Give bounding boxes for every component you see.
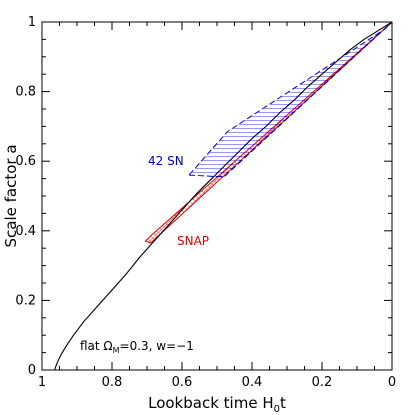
y-tick-label: 0.8 [15, 85, 36, 100]
region-label-42sn: 42 SN [148, 154, 184, 168]
series-line-0 [54, 21, 393, 371]
cosmology-annotation: flat ΩM=0.3, w=−1 [80, 339, 194, 355]
annotation-sub: M [113, 346, 120, 355]
x-axis-label: Lookback time H0t [148, 394, 286, 415]
y-tick-label: 0.4 [15, 224, 36, 239]
x-axis-label-main: Lookback time H [148, 394, 274, 412]
region-label-snap: SNAP [177, 234, 209, 248]
tick-labels: 1 0.8 0.6 0.4 0.2 0 0 0.2 0.4 0.6 0.8 1 [15, 15, 396, 390]
x-axis-label-sub: 0 [274, 404, 280, 415]
curve-layer [54, 21, 393, 371]
confidence-regions [144, 21, 393, 244]
x-axis-label-tail: t [280, 394, 286, 412]
annotation-prefix: flat Ω [80, 339, 113, 353]
y-tick-label: 1 [28, 15, 36, 30]
y-tick-label: 0.2 [15, 293, 36, 308]
tick-marks [41, 21, 393, 371]
x-tick-label: 0.2 [312, 375, 333, 390]
region-42sn [187, 21, 393, 178]
x-tick-label: 0.8 [102, 375, 123, 390]
x-tick-label: 0.4 [242, 375, 263, 390]
y-tick-label: 0 [28, 363, 36, 378]
y-axis-label: Scale factor a [2, 144, 20, 247]
annotation-suffix: =0.3, w=−1 [120, 339, 194, 353]
x-tick-label: 0.6 [172, 375, 193, 390]
plot-frame [41, 21, 393, 371]
x-tick-label: 1 [38, 375, 46, 390]
y-tick-label: 0.6 [15, 154, 36, 169]
x-tick-label: 0 [388, 375, 396, 390]
